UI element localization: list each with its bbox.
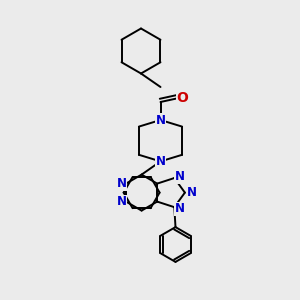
Text: N: N [175, 202, 185, 215]
Text: N: N [155, 113, 166, 127]
Text: N: N [155, 155, 166, 168]
Text: N: N [116, 195, 127, 208]
Text: N: N [187, 186, 196, 199]
Text: N: N [175, 170, 185, 183]
Text: O: O [176, 92, 188, 105]
Text: N: N [116, 177, 127, 190]
